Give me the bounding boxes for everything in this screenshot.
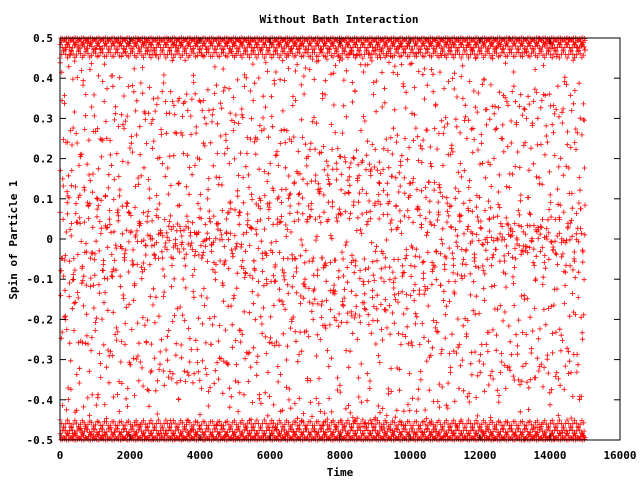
- x-tick-label: 0: [57, 449, 64, 462]
- x-tick-label: 6000: [257, 449, 284, 462]
- y-axis-label: Spin of Particle 1: [7, 180, 20, 300]
- y-tick-label: 0.5: [33, 32, 53, 45]
- last-point-marker: [582, 47, 588, 54]
- data-points: [57, 35, 588, 443]
- x-tick-label: 2000: [117, 449, 144, 462]
- y-tick-label: 0: [46, 233, 53, 246]
- x-tick-label: 8000: [327, 449, 354, 462]
- y-tick-label: -0.1: [27, 273, 54, 286]
- chart-title: Without Bath Interaction: [260, 13, 419, 26]
- x-tick-label: 4000: [187, 449, 214, 462]
- x-tick-label: 14000: [533, 449, 566, 462]
- y-tick-label: -0.3: [27, 354, 54, 367]
- y-tick-label: -0.5: [27, 434, 54, 447]
- y-tick-label: 0.1: [33, 193, 53, 206]
- x-tick-label: 10000: [393, 449, 426, 462]
- x-tick-label: 12000: [463, 449, 496, 462]
- spin-series-markers: [57, 35, 588, 443]
- x-tick-label: 16000: [603, 449, 636, 462]
- y-tick-label: 0.4: [33, 72, 53, 85]
- y-tick-label: -0.4: [27, 394, 54, 407]
- x-axis-label: Time: [327, 466, 354, 479]
- y-tick-label: 0.3: [33, 112, 53, 125]
- y-axis: 0.5 0.4 0.3 0.2 0.1 0 -0.1 -0.2 -0.3 -0.4 -0.5: [27, 32, 620, 447]
- y-tick-label: 0.2: [33, 153, 53, 166]
- x-axis: 0 2000 4000 6000 8000 10000 12000 14000 16000: [57, 38, 637, 462]
- y-tick-label: -0.2: [27, 313, 54, 326]
